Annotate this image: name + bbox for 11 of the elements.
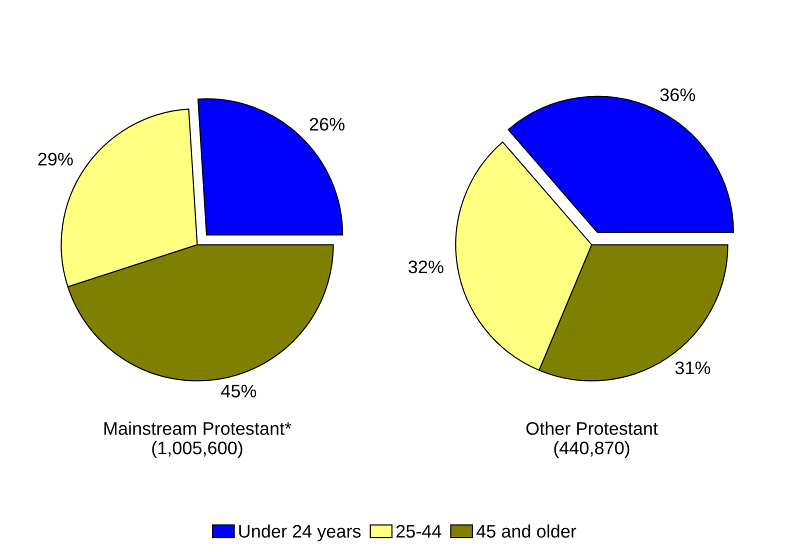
data-label: 29% <box>38 152 73 166</box>
data-label: 32% <box>408 260 444 274</box>
legend-label: 25-44 <box>396 524 442 538</box>
text: Other Protestant (440,870) <box>526 422 658 458</box>
text: Mainstream Protestant* (1,005,600) <box>104 422 292 458</box>
legend-label: Under 24 years <box>239 524 361 542</box>
data-label: 31% <box>675 361 710 374</box>
data-label: 45% <box>221 384 256 398</box>
data-label: 36% <box>660 88 696 102</box>
legend-label: 45 and older <box>476 524 576 538</box>
data-label: 26% <box>310 118 344 131</box>
